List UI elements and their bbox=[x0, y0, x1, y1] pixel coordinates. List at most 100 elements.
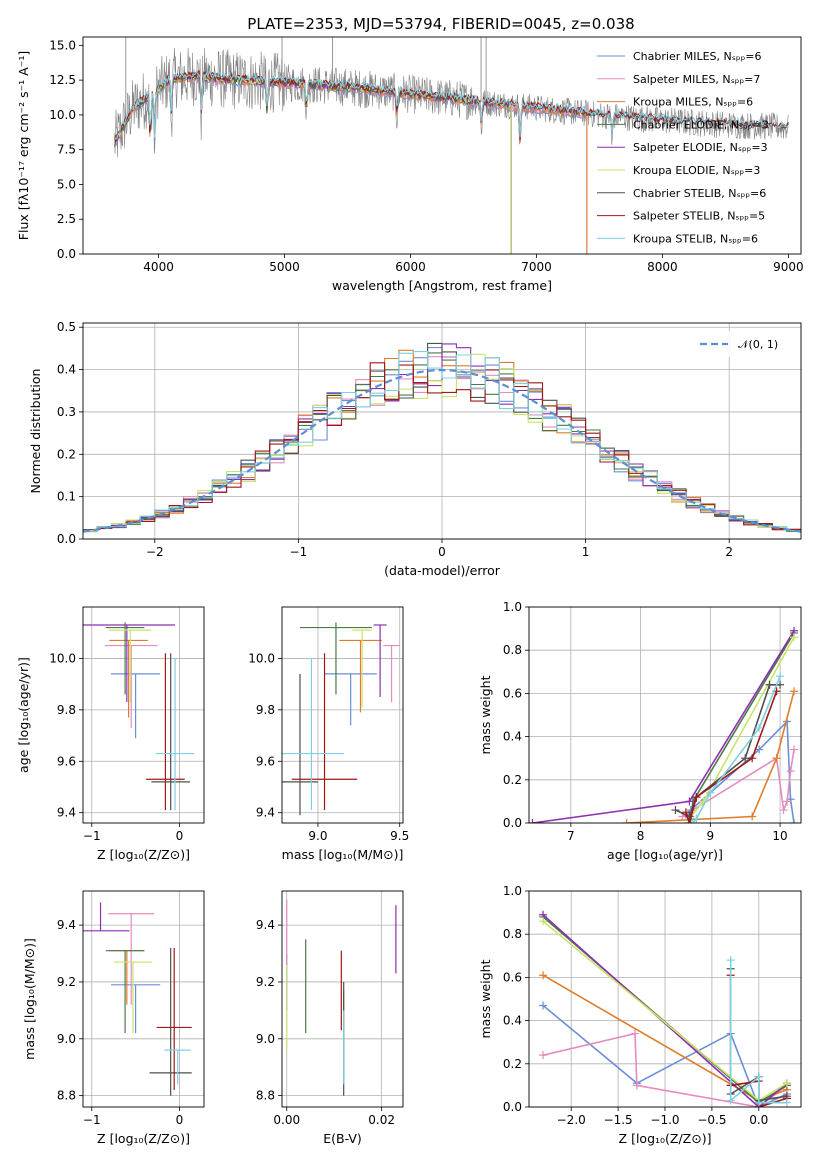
figure-title: PLATE=2353, MJD=53794, FIBERID=0045, z=0… bbox=[247, 15, 634, 33]
x-axis-label: Z [log₁₀(Z/Z⊙)] bbox=[97, 1131, 190, 1146]
x-tick-label: 9 bbox=[707, 829, 715, 843]
x-tick-label: 9.0 bbox=[308, 829, 327, 843]
weight-marker bbox=[681, 808, 690, 817]
plot-area bbox=[83, 902, 192, 1096]
weight-series-6 bbox=[675, 684, 781, 818]
mass-age-panel: 9.0 9.5 9.4 9.6 9.8 10.0 mass [log₁₀(M/M⊙)] bbox=[248, 606, 409, 862]
weight-marker bbox=[765, 680, 774, 689]
legend-label: Kroupa MILES, Nₛₚₚ=6 bbox=[633, 96, 753, 109]
x-tick-label: −2.0 bbox=[557, 1113, 586, 1127]
y-tick-label: 0.8 bbox=[503, 927, 522, 941]
grid bbox=[529, 890, 801, 1108]
y-tick-label: 0.0 bbox=[57, 247, 76, 261]
weight-marker bbox=[772, 754, 781, 763]
x-axis-label: age [log₁₀(age/yr)] bbox=[607, 847, 723, 862]
x-tick-label: −1 bbox=[83, 829, 101, 843]
plot-area bbox=[539, 910, 791, 1107]
weight-marker bbox=[741, 754, 750, 763]
x-tick-label: −2 bbox=[146, 545, 164, 559]
y-tick-label: 0.0 bbox=[503, 1100, 522, 1114]
weight-marker bbox=[692, 793, 701, 802]
x-tick-label: 9.5 bbox=[390, 829, 409, 843]
y-tick-label: 0.6 bbox=[503, 686, 522, 700]
x-tick-label: 8000 bbox=[647, 260, 678, 274]
x-tick-label: −1 bbox=[290, 545, 308, 559]
y-tick-label: 10.0 bbox=[49, 651, 76, 665]
x-tick-label: 6000 bbox=[395, 260, 426, 274]
weight-marker bbox=[539, 1051, 548, 1060]
y-tick-label: 9.6 bbox=[256, 754, 275, 768]
y-tick-label: 2.5 bbox=[57, 212, 76, 226]
y-tick-label: 9.0 bbox=[57, 1032, 76, 1046]
weight-marker bbox=[632, 1081, 641, 1090]
y-axis-label: Flux [fλ10⁻¹⁷ erg cm⁻² s⁻¹ A⁻¹] bbox=[16, 51, 31, 240]
weight-marker bbox=[539, 1001, 548, 1010]
x-tick-label: 7000 bbox=[521, 260, 552, 274]
spectrum-legend: Chabrier MILES, Nₛₚₚ=6 Salpeter MILES, Nₛ… bbox=[597, 50, 769, 245]
x-tick-label: 0.02 bbox=[368, 1113, 395, 1127]
y-tick-label: 0.4 bbox=[503, 730, 522, 744]
y-tick-label: 7.5 bbox=[57, 143, 76, 157]
y-tick-label: 0.2 bbox=[503, 1057, 522, 1071]
z-weight-panel: −2.0 −1.5 −1.0 −0.5 0.0 0.0 0.2 0.4 0.6 0.8 1.0 Z [… bbox=[478, 884, 802, 1146]
axes-frame bbox=[528, 890, 802, 1108]
weight-marker bbox=[790, 745, 799, 754]
y-tick-label: 9.4 bbox=[57, 918, 76, 932]
axes-frame bbox=[528, 606, 802, 824]
weight-marker bbox=[790, 687, 799, 696]
legend-label: Salpeter MILES, Nₛₚₚ=7 bbox=[633, 73, 760, 86]
x-axis-label: E(B-V) bbox=[323, 1131, 362, 1146]
y-axis-label: age [log₁₀(age/yr)] bbox=[16, 657, 31, 773]
x-tick-label: 4000 bbox=[143, 260, 174, 274]
weight-marker bbox=[726, 1096, 735, 1105]
legend-label: Salpeter STELIB, Nₛₚₚ=5 bbox=[633, 210, 765, 223]
x-tick-label: 0.00 bbox=[273, 1113, 300, 1127]
y-tick-label: 8.8 bbox=[256, 1089, 275, 1103]
weight-marker bbox=[783, 797, 792, 806]
weight-marker bbox=[754, 1072, 763, 1081]
y-axis-label: mass weight bbox=[478, 959, 493, 1038]
grid bbox=[282, 891, 403, 1107]
y-tick-label: 0.4 bbox=[503, 1014, 522, 1028]
weight-marker bbox=[755, 745, 764, 754]
weight-marker bbox=[539, 917, 548, 926]
weight-marker bbox=[685, 819, 694, 823]
y-tick-label: 9.6 bbox=[57, 754, 76, 768]
plot-area bbox=[83, 342, 801, 533]
weight-marker bbox=[671, 806, 680, 815]
model-spectrum-2 bbox=[114, 74, 588, 254]
x-tick-label: 0 bbox=[176, 1113, 184, 1127]
axes-frame bbox=[82, 36, 802, 255]
ebv-mass-panel: 0.00 0.02 8.8 9.0 9.2 9.4 E(B-V) bbox=[256, 890, 404, 1146]
axes-frame bbox=[82, 890, 205, 1108]
x-axis-label: Z [log₁₀(Z/Z⊙)] bbox=[619, 1131, 712, 1146]
y-tick-label: 9.4 bbox=[256, 918, 275, 932]
x-tick-label: 7 bbox=[567, 829, 575, 843]
spectrum-panel: 4000 5000 6000 7000 8000 9000 0.0 2.5 5.0 7.5 10.0… bbox=[16, 36, 804, 293]
weight-marker bbox=[790, 819, 799, 823]
y-tick-label: 9.4 bbox=[256, 806, 275, 820]
y-tick-label: 9.8 bbox=[57, 703, 76, 717]
weight-marker bbox=[790, 633, 799, 642]
axes-frame bbox=[82, 322, 802, 540]
weight-marker bbox=[779, 806, 788, 815]
y-tick-label: 0.3 bbox=[57, 405, 76, 419]
weight-marker bbox=[630, 1029, 639, 1038]
z-mass-panel: −1 0 8.8 9.0 9.2 9.4 Z [log₁₀(Z/Z⊙)] mass [log₁… bbox=[22, 890, 205, 1146]
grid bbox=[83, 607, 204, 823]
legend-label: Kroupa ELODIE, Nₛₚₚ=3 bbox=[633, 164, 760, 177]
plot-area bbox=[282, 622, 400, 816]
legend-label: Salpeter ELODIE, Nₛₚₚ=3 bbox=[633, 141, 768, 154]
weight-marker bbox=[685, 797, 694, 806]
legend-label: Chabrier STELIB, Nₛₚₚ=6 bbox=[633, 187, 766, 200]
legend-box bbox=[693, 331, 795, 357]
grid bbox=[83, 891, 204, 1107]
y-tick-label: 9.4 bbox=[57, 806, 76, 820]
y-tick-label: 0.4 bbox=[57, 363, 76, 377]
x-tick-label: 8 bbox=[637, 829, 645, 843]
weight-marker bbox=[748, 812, 757, 821]
y-axis-label: Normed distribution bbox=[28, 369, 43, 494]
x-axis-label: (data-model)/error bbox=[384, 563, 501, 578]
legend-label: Chabrier ELODIE, Nₛₚₚ=3 bbox=[633, 118, 769, 131]
